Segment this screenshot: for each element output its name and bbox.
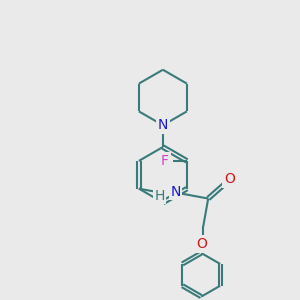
Text: O: O <box>225 172 236 186</box>
Text: O: O <box>196 237 207 251</box>
Text: N: N <box>170 184 181 199</box>
Text: N: N <box>158 118 168 132</box>
Text: F: F <box>161 154 169 168</box>
Text: H: H <box>154 189 165 202</box>
